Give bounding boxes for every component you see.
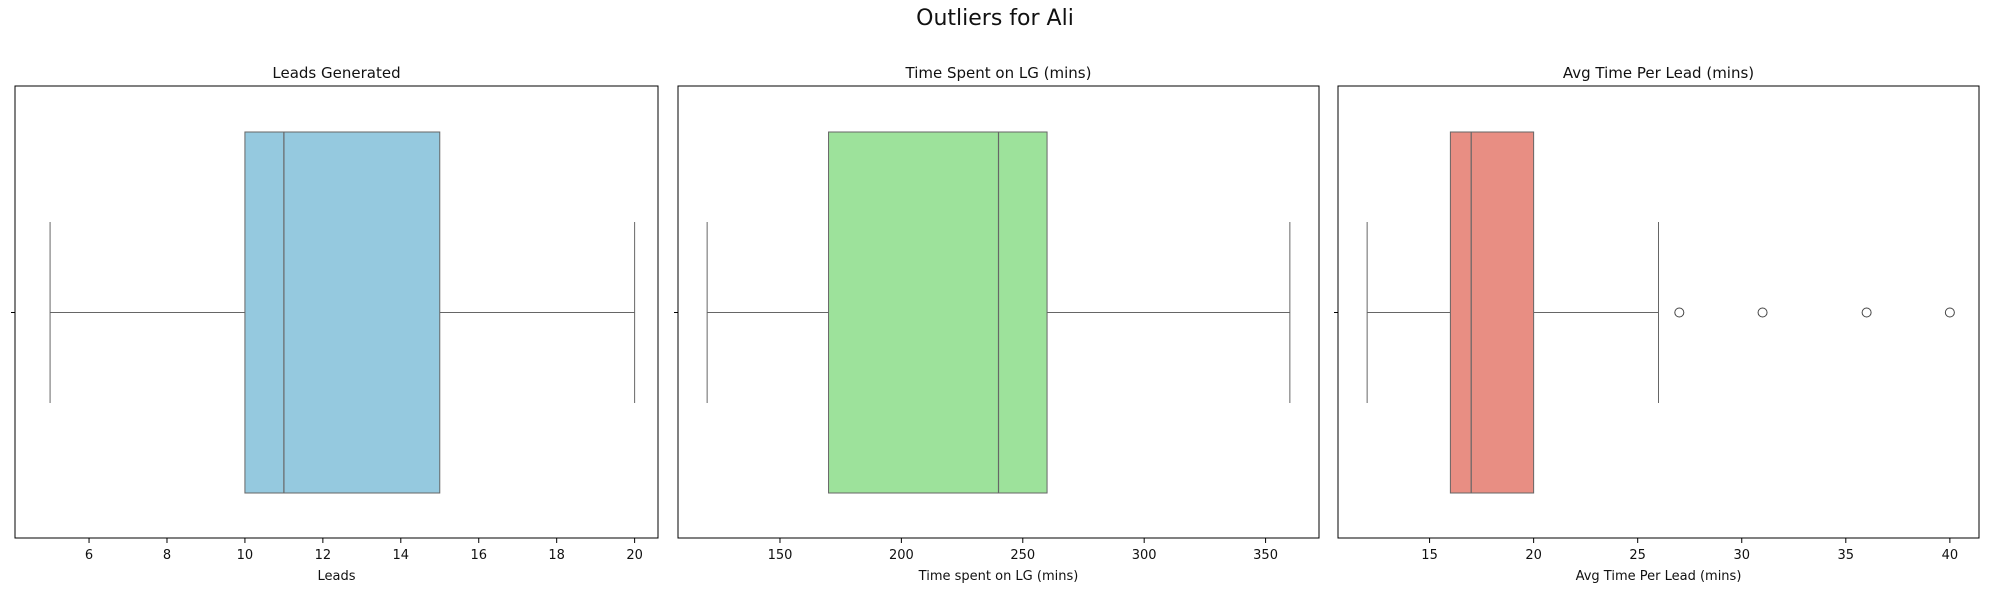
- x-tick-label: 15: [1421, 548, 1438, 563]
- x-tick-label: 16: [470, 548, 487, 563]
- x-tick-label: 18: [548, 548, 565, 563]
- x-tick-label: 350: [1253, 548, 1278, 563]
- x-axis-label: Leads: [317, 569, 355, 584]
- x-tick-label: 35: [1838, 548, 1855, 563]
- panel-title: Avg Time Per Lead (mins): [1563, 64, 1754, 82]
- x-axis-label: Time spent on LG (mins): [918, 569, 1079, 584]
- x-tick-label: 300: [1132, 548, 1157, 563]
- iqr-box: [1449, 131, 1535, 494]
- iqr-box: [828, 131, 1048, 494]
- x-tick-label: 14: [393, 548, 410, 563]
- x-tick-label: 150: [768, 548, 793, 563]
- x-tick-label: 10: [237, 548, 254, 563]
- x-tick-label: 250: [1010, 548, 1035, 563]
- x-tick-label: 8: [163, 548, 171, 563]
- panel-title: Time Spent on LG (mins): [905, 64, 1092, 82]
- figure-title: Outliers for Ali: [916, 6, 1074, 31]
- x-tick-label: 20: [626, 548, 643, 563]
- panel-title: Leads Generated: [272, 64, 400, 82]
- outlier-point: [1944, 307, 1955, 318]
- x-tick-label: 6: [85, 548, 93, 563]
- x-tick-label: 30: [1733, 548, 1750, 563]
- x-tick-label: 200: [889, 548, 914, 563]
- outlier-point: [1861, 307, 1872, 318]
- outlier-point: [1674, 307, 1685, 318]
- x-axis-label: Avg Time Per Lead (mins): [1576, 569, 1742, 584]
- x-tick-label: 20: [1525, 548, 1542, 563]
- outlier-point: [1757, 307, 1768, 318]
- x-tick-label: 40: [1942, 548, 1959, 563]
- x-tick-label: 12: [315, 548, 332, 563]
- iqr-box: [244, 131, 441, 494]
- x-tick-label: 25: [1629, 548, 1646, 563]
